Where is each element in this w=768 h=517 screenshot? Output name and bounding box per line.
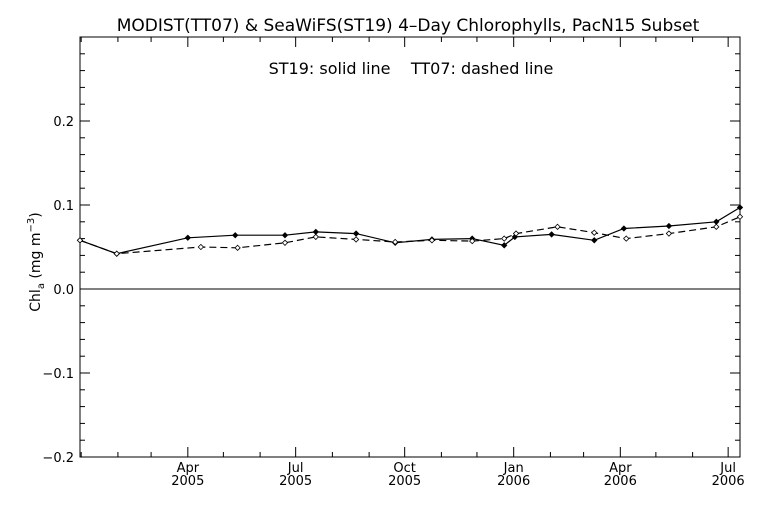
- x-tick-year-label: 2006: [604, 474, 637, 489]
- y-tick-label: −0.1: [42, 367, 74, 382]
- y-tick-label: −0.2: [42, 451, 74, 466]
- x-tick-month-label: Jul: [287, 461, 304, 476]
- x-tick-month-label: Apr: [177, 461, 200, 476]
- data-point-tt07: [736, 213, 744, 220]
- data-point-tt07: [591, 229, 598, 236]
- data-point-st19: [591, 237, 598, 244]
- data-point-tt07: [312, 233, 319, 241]
- x-tick-year-label: 2005: [388, 474, 421, 489]
- data-point-st19: [665, 222, 673, 230]
- data-point-st19: [184, 234, 191, 241]
- x-tick-year-label: 2006: [712, 474, 745, 489]
- x-tick-month-label: Apr: [609, 461, 632, 476]
- x-tick-month-label: Oct: [393, 461, 415, 476]
- data-point-st19: [713, 218, 720, 225]
- y-tick-label: 0.2: [53, 115, 74, 130]
- data-point-tt07: [665, 230, 673, 237]
- data-point-tt07: [469, 237, 476, 245]
- y-axis-title: Chla (mg m−3): [26, 212, 47, 311]
- data-point-tt07: [501, 235, 508, 242]
- data-point-tt07: [76, 237, 84, 244]
- x-tick-month-label: Jan: [503, 461, 524, 476]
- axis-ticks: [80, 36, 740, 458]
- series-line-tt07: [79, 216, 741, 255]
- data-point-tt07: [197, 243, 205, 251]
- x-tick-year-label: 2006: [497, 474, 530, 489]
- plot-frame: [79, 36, 741, 458]
- data-point-tt07: [554, 223, 561, 231]
- data-point-st19: [281, 232, 289, 239]
- data-point-tt07: [392, 238, 399, 246]
- x-tick-year-label: 2005: [279, 474, 312, 489]
- data-point-tt07: [234, 244, 241, 252]
- x-tick-month-label: Jul: [719, 461, 736, 476]
- data-point-st19: [620, 225, 628, 232]
- data-point-st19: [312, 228, 319, 236]
- data-point-tt07: [352, 236, 360, 243]
- data-point-st19: [548, 231, 555, 238]
- data-point-tt07: [281, 239, 289, 246]
- series-layer: [76, 204, 744, 257]
- axis-tick-labels: −0.2−0.10.00.10.2Apr2005Jul2005Oct2005Ja…: [42, 115, 744, 489]
- chart-title: MODIST(TT07) & SeaWiFS(ST19) 4–Day Chlor…: [117, 16, 700, 36]
- y-tick-label: 0.0: [53, 283, 74, 298]
- data-point-tt07: [512, 230, 520, 237]
- plot-axes: [79, 36, 741, 458]
- data-point-tt07: [713, 223, 720, 231]
- series-style-annotation: ST19: solid line TT07: dashed line: [269, 59, 554, 78]
- data-point-st19: [501, 242, 508, 249]
- data-point-tt07: [113, 250, 120, 257]
- y-tick-label: 0.1: [53, 199, 74, 214]
- svg-text:Chla (mg m−3): Chla (mg m−3): [26, 212, 47, 311]
- x-tick-year-label: 2005: [171, 474, 204, 489]
- data-point-st19: [736, 204, 744, 211]
- data-point-tt07: [428, 237, 436, 244]
- data-point-tt07: [623, 235, 630, 242]
- data-point-st19: [352, 230, 360, 237]
- series-tt07: [76, 213, 744, 257]
- data-point-st19: [232, 232, 239, 239]
- series-line-st19: [79, 206, 741, 255]
